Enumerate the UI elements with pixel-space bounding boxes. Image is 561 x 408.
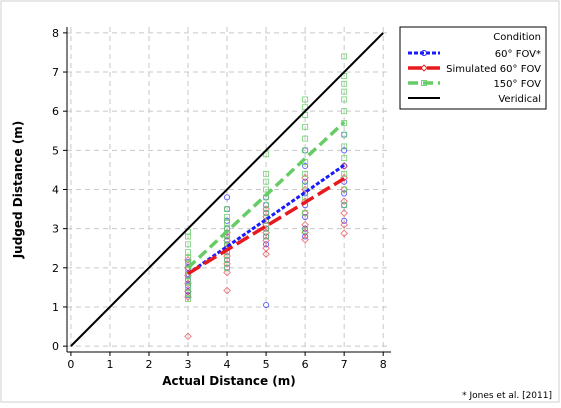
data-point-s2 — [224, 219, 230, 226]
data-point-s2 — [302, 182, 309, 189]
x-axis-title: Actual Distance (m) — [162, 374, 296, 388]
data-point-s0 — [223, 194, 231, 201]
legend-title: Condition — [493, 32, 541, 43]
data-point-s2 — [302, 210, 309, 216]
data-point-s0 — [302, 233, 309, 240]
legend-label: 60° FOV* — [495, 49, 541, 60]
data-point-s2 — [185, 249, 191, 256]
y-axis-title: Judged Distance (m) — [11, 121, 25, 260]
data-point-s2 — [224, 206, 230, 213]
footnote: * Jones et al. [2011] — [462, 391, 552, 401]
data-point-s2 — [263, 186, 270, 193]
data-point-s2 — [341, 80, 348, 87]
data-point-s1 — [301, 235, 309, 244]
y-tick-label: 3 — [52, 223, 59, 236]
x-tick-label: 8 — [380, 358, 387, 371]
y-tick-label: 2 — [52, 262, 59, 275]
data-point-s2 — [302, 194, 309, 201]
x-tick-label: 6 — [302, 358, 309, 371]
legend-label: Simulated 60° FOV — [446, 64, 541, 75]
data-point-s2 — [185, 255, 191, 261]
fit-line-s2 — [186, 120, 346, 270]
x-tick-label: 3 — [185, 358, 192, 371]
y-tick-label: 0 — [52, 340, 59, 353]
legend-label: 150° FOV — [493, 79, 541, 90]
y-tick-label: 8 — [52, 27, 59, 40]
fit-line-s0 — [187, 163, 346, 275]
data-point-s0 — [341, 147, 348, 154]
data-point-s2 — [224, 264, 230, 271]
data-point-s0 — [341, 217, 348, 224]
data-point-s2 — [302, 227, 309, 234]
data-point-s2 — [263, 178, 270, 185]
x-tick-label: 7 — [341, 358, 348, 371]
y-tick-label: 5 — [52, 144, 59, 157]
data-point-s2 — [302, 147, 309, 154]
data-point-s2 — [302, 135, 309, 142]
data-point-s2 — [302, 123, 309, 130]
data-point-s2 — [341, 155, 348, 162]
y-tick-label: 7 — [52, 66, 59, 79]
data-point-s0 — [341, 190, 348, 197]
y-tick-label: 6 — [52, 105, 59, 118]
data-point-s0 — [302, 162, 309, 170]
data-point-s2 — [302, 170, 309, 177]
data-point-s1 — [340, 209, 348, 217]
x-tick-label: 5 — [263, 358, 270, 371]
legend-label: Veridical — [498, 94, 541, 105]
x-tick-label: 0 — [67, 358, 74, 371]
data-point-s2 — [224, 213, 230, 220]
data-point-s2 — [341, 131, 348, 138]
fit-line-s3 — [70, 32, 384, 347]
data-point-s1 — [340, 229, 348, 238]
data-point-s2 — [341, 108, 348, 115]
data-point-s2 — [341, 143, 348, 150]
legend-box — [399, 26, 547, 110]
x-tick-label: 2 — [145, 358, 152, 371]
x-tick-label: 4 — [224, 358, 231, 371]
data-point-s1 — [184, 332, 192, 341]
data-point-s0 — [302, 213, 309, 220]
data-point-s1 — [223, 268, 231, 277]
legend: Condition 60° FOV* Simulated 60° FOV 150° F… — [399, 26, 547, 110]
data-point-s1 — [340, 220, 348, 229]
data-point-s2 — [263, 170, 270, 177]
legend-swatch-marker — [420, 49, 428, 57]
data-point-s2 — [341, 53, 348, 60]
data-point-s2 — [185, 296, 191, 303]
data-point-s2 — [185, 241, 191, 248]
data-point-s2 — [341, 170, 348, 177]
data-point-s2 — [224, 237, 230, 244]
x-tick-label: 1 — [106, 358, 113, 371]
data-point-s1 — [262, 250, 270, 258]
legend-swatch-marker — [420, 64, 428, 72]
data-point-s0 — [263, 241, 270, 248]
data-point-s0 — [263, 301, 270, 309]
axes: 0 1 2 3 4 5 6 7 8 0 1 2 3 4 5 6 7 8 — [52, 27, 391, 371]
data-point-s2 — [341, 88, 348, 95]
fit-lines — [70, 32, 384, 347]
y-tick-label: 1 — [52, 301, 59, 314]
data-point-s2 — [263, 233, 270, 240]
data-point-s2 — [185, 284, 191, 291]
data-point-s2 — [263, 202, 270, 209]
fit-line-s1 — [187, 177, 346, 276]
y-tick-label: 4 — [52, 184, 59, 197]
data-point-s2 — [341, 202, 348, 209]
data-point-s2 — [224, 257, 230, 263]
data-point-s2 — [185, 290, 191, 297]
data-point-s2 — [341, 96, 348, 103]
data-point-s2 — [263, 210, 270, 216]
data-point-s1 — [262, 244, 270, 253]
data-points — [184, 53, 348, 341]
data-point-s1 — [340, 197, 348, 206]
data-point-s0 — [302, 178, 309, 185]
data-point-s2 — [341, 186, 348, 193]
legend-swatch-marker — [421, 80, 427, 86]
data-point-s2 — [302, 96, 309, 103]
data-point-s2 — [185, 278, 191, 285]
data-point-s1 — [223, 286, 231, 295]
